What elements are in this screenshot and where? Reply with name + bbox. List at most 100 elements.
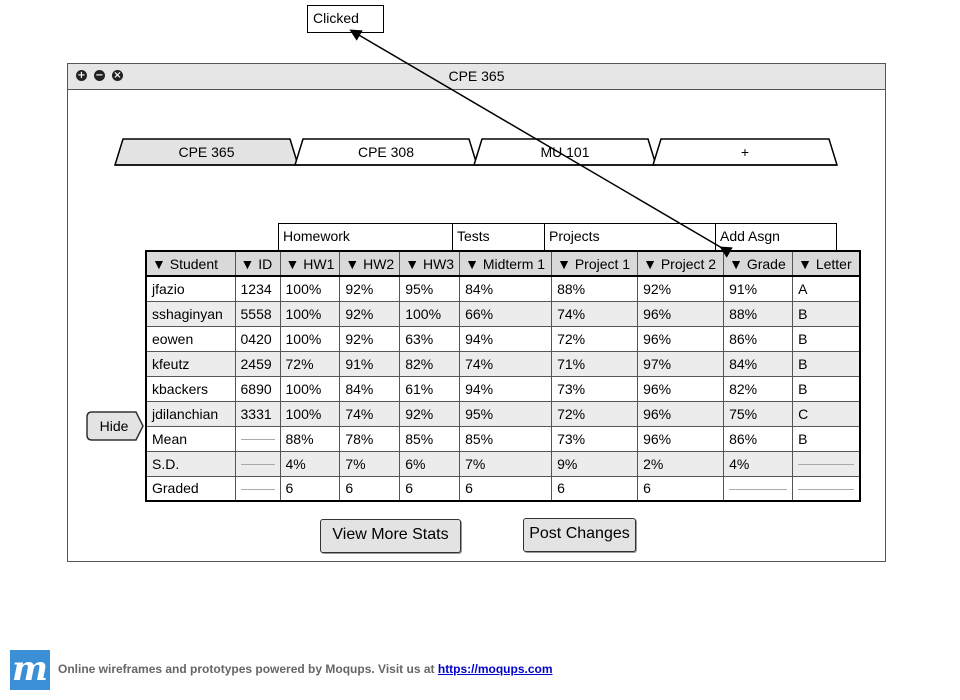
column-header[interactable]: ▼ Midterm 1 — [459, 250, 553, 277]
table-cell[interactable]: 6 — [551, 475, 639, 502]
table-cell[interactable]: 6 — [399, 475, 461, 502]
column-header[interactable]: ▼ HW3 — [399, 250, 461, 277]
table-cell[interactable]: B — [792, 375, 861, 402]
table-cell[interactable]: 100% — [399, 300, 461, 327]
table-cell[interactable]: 3331 — [234, 400, 281, 427]
table-cell[interactable]: Graded — [145, 475, 236, 502]
table-cell[interactable]: 92% — [339, 300, 401, 327]
hide-button[interactable]: Hide — [86, 411, 144, 441]
tab-add[interactable]: + — [740, 144, 750, 160]
table-cell[interactable]: 96% — [637, 400, 725, 427]
table-cell[interactable] — [792, 475, 861, 502]
table-cell[interactable]: 97% — [637, 350, 725, 377]
table-cell[interactable]: 75% — [723, 400, 794, 427]
table-cell[interactable]: 100% — [279, 400, 341, 427]
table-cell[interactable]: 92% — [637, 275, 725, 302]
tab-cpe308[interactable]: CPE 308 — [357, 144, 415, 160]
table-cell[interactable]: 74% — [339, 400, 401, 427]
table-cell[interactable]: 74% — [459, 350, 553, 377]
table-cell[interactable]: jfazio — [145, 275, 236, 302]
table-cell[interactable]: 100% — [279, 375, 341, 402]
table-cell[interactable]: 71% — [551, 350, 639, 377]
column-header[interactable]: ▼ Student — [145, 250, 236, 277]
table-cell[interactable]: 6 — [637, 475, 725, 502]
table-cell[interactable]: 7% — [339, 450, 401, 477]
column-header[interactable]: ▼ ID — [234, 250, 281, 277]
table-cell[interactable]: 85% — [459, 425, 553, 452]
table-cell[interactable]: 72% — [551, 325, 639, 352]
table-cell[interactable]: 6 — [459, 475, 553, 502]
table-cell[interactable]: 92% — [339, 275, 401, 302]
table-cell[interactable]: A — [792, 275, 861, 302]
table-cell[interactable]: 96% — [637, 425, 725, 452]
table-cell[interactable]: 100% — [279, 300, 341, 327]
table-cell[interactable]: 7% — [459, 450, 553, 477]
table-cell[interactable]: 86% — [723, 325, 794, 352]
table-cell[interactable]: 91% — [339, 350, 401, 377]
table-cell[interactable]: 92% — [339, 325, 401, 352]
table-cell[interactable]: 61% — [399, 375, 461, 402]
table-cell[interactable]: 6890 — [234, 375, 281, 402]
table-cell[interactable] — [792, 450, 861, 477]
table-cell[interactable]: 88% — [551, 275, 639, 302]
table-cell[interactable]: Mean — [145, 425, 236, 452]
table-cell[interactable]: 2% — [637, 450, 725, 477]
table-cell[interactable]: 88% — [723, 300, 794, 327]
table-cell[interactable]: jdilanchian — [145, 400, 236, 427]
table-cell[interactable]: 100% — [279, 325, 341, 352]
table-cell[interactable]: 63% — [399, 325, 461, 352]
table-cell[interactable]: 96% — [637, 375, 725, 402]
table-cell[interactable]: eowen — [145, 325, 236, 352]
table-cell[interactable]: 86% — [723, 425, 794, 452]
table-cell[interactable]: 6 — [279, 475, 341, 502]
table-cell[interactable] — [723, 475, 794, 502]
table-cell[interactable]: 95% — [459, 400, 553, 427]
table-cell[interactable]: B — [792, 425, 861, 452]
minimize-icon[interactable]: − — [94, 70, 105, 81]
table-cell[interactable]: 82% — [399, 350, 461, 377]
close-icon[interactable]: × — [112, 70, 123, 81]
table-cell[interactable]: B — [792, 300, 861, 327]
table-cell[interactable]: 73% — [551, 425, 639, 452]
table-cell[interactable]: 6 — [339, 475, 401, 502]
table-cell[interactable]: 74% — [551, 300, 639, 327]
tab-cpe365[interactable]: CPE 365 — [178, 144, 235, 160]
table-cell[interactable]: 95% — [399, 275, 461, 302]
table-cell[interactable]: 94% — [459, 325, 553, 352]
table-cell[interactable]: 72% — [551, 400, 639, 427]
table-cell[interactable]: sshaginyan — [145, 300, 236, 327]
table-cell[interactable]: 4% — [723, 450, 794, 477]
table-cell[interactable]: 2459 — [234, 350, 281, 377]
table-cell[interactable]: 100% — [279, 275, 341, 302]
table-cell[interactable]: C — [792, 400, 861, 427]
table-cell[interactable]: 5558 — [234, 300, 281, 327]
table-cell[interactable]: B — [792, 350, 861, 377]
table-cell[interactable]: kbackers — [145, 375, 236, 402]
moqups-link[interactable]: https://moqups.com — [437, 662, 553, 676]
view-more-stats-button[interactable]: View More Stats — [320, 519, 461, 553]
table-cell[interactable]: 92% — [399, 400, 461, 427]
tab-mu101[interactable]: MU 101 — [540, 144, 590, 160]
table-cell[interactable] — [234, 425, 281, 452]
table-cell[interactable]: 72% — [279, 350, 341, 377]
table-cell[interactable]: 78% — [339, 425, 401, 452]
table-cell[interactable]: kfeutz — [145, 350, 236, 377]
table-cell[interactable] — [234, 450, 281, 477]
column-header[interactable]: ▼ HW2 — [339, 250, 401, 277]
table-cell[interactable]: 84% — [459, 275, 553, 302]
table-cell[interactable]: 84% — [339, 375, 401, 402]
table-cell[interactable]: 66% — [459, 300, 553, 327]
table-cell[interactable]: B — [792, 325, 861, 352]
table-cell[interactable]: 94% — [459, 375, 553, 402]
table-cell[interactable]: 96% — [637, 300, 725, 327]
table-cell[interactable]: 1234 — [234, 275, 281, 302]
table-cell[interactable]: 0420 — [234, 325, 281, 352]
table-cell[interactable] — [234, 475, 281, 502]
table-cell[interactable]: 85% — [399, 425, 461, 452]
column-header[interactable]: ▼ Project 1 — [551, 250, 639, 277]
post-changes-button[interactable]: Post Changes — [523, 518, 636, 552]
table-cell[interactable]: 9% — [551, 450, 639, 477]
table-cell[interactable]: 73% — [551, 375, 639, 402]
table-cell[interactable]: 88% — [279, 425, 341, 452]
table-cell[interactable]: 4% — [279, 450, 341, 477]
